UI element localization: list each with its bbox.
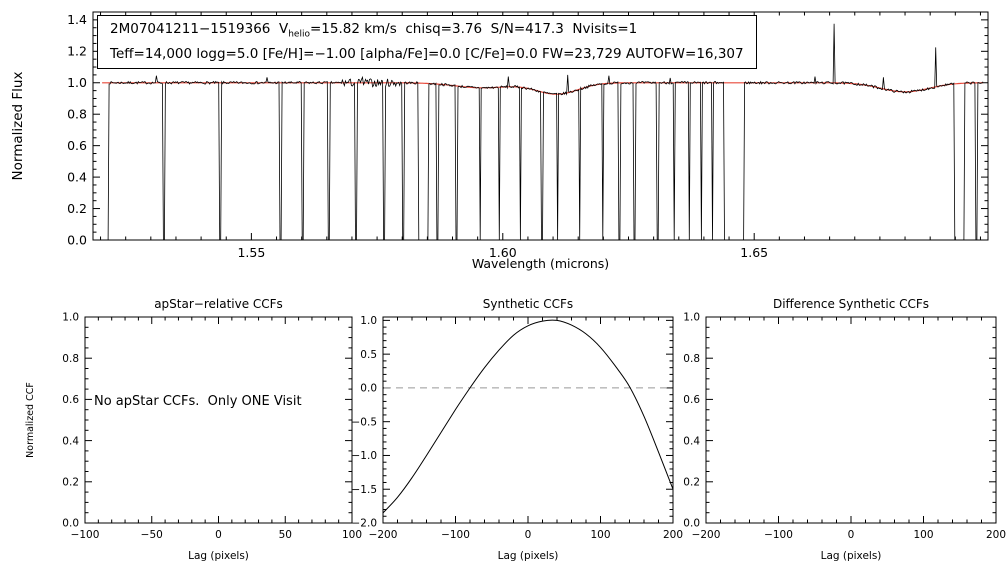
y-tick-label: 0.6 (683, 394, 700, 406)
y-axis-label: Normalized Flux (10, 72, 26, 181)
x-tick-label: 100 (913, 529, 933, 541)
spectrum-line (102, 23, 984, 241)
annotation-vhelio-sub: helio (288, 29, 310, 40)
annotation-fit-stats: =15.82 km/s chisq=3.76 S/N=417.3 Nvisits… (309, 21, 638, 37)
annotation-line-1: 2M07041211−1519366 Vhelio=15.82 km/s chi… (110, 20, 744, 45)
x-tick-label: 200 (663, 529, 683, 541)
x-tick-label: −100 (441, 529, 470, 541)
plot-frame (705, 316, 997, 524)
y-tick-label: 0.6 (67, 138, 87, 153)
x-tick-label: −200 (369, 529, 398, 541)
y-tick-label: 0.0 (683, 518, 700, 530)
x-tick-label: −100 (764, 529, 793, 541)
y-tick-label: 0.0 (67, 232, 87, 247)
y-tick-label: 0.4 (683, 435, 700, 447)
y-tick-label: 0.0 (360, 383, 377, 395)
y-tick-label: 0.4 (67, 169, 87, 184)
x-tick-label: 200 (986, 529, 1006, 541)
x-axis-label: Lag (pixels) (498, 550, 559, 562)
panel-title: Synthetic CCFs (483, 297, 573, 311)
x-axis-label: Lag (pixels) (821, 550, 882, 562)
y-tick-label: 0.2 (67, 201, 87, 216)
y-tick-label: 0.6 (62, 394, 79, 406)
y-tick-label: 0.8 (683, 353, 700, 365)
x-tick-label: 0 (848, 529, 855, 541)
panel-title: apStar−relative CCFs (154, 297, 283, 311)
spectrum-annotation-box: 2M07041211−1519366 Vhelio=15.82 km/s chi… (97, 15, 757, 69)
y-tick-label: 0.8 (67, 107, 87, 122)
x-tick-label: 1.65 (740, 245, 768, 260)
y-axis-label: Normalized CCF (25, 382, 36, 458)
y-tick-label: 0.4 (62, 435, 79, 447)
annotation-star-id: 2M07041211−1519366 V (110, 21, 289, 37)
y-tick-label: −2.0 (352, 518, 378, 530)
apstar-ccf-note: No apStar CCFs. Only ONE Visit (94, 394, 302, 409)
x-tick-label: 0 (525, 529, 532, 541)
x-tick-label: 1.55 (237, 245, 265, 260)
y-tick-label: 0.2 (62, 476, 79, 488)
x-tick-label: 1.60 (489, 245, 517, 260)
y-tick-label: −1.5 (352, 484, 378, 496)
x-tick-label: 50 (279, 529, 292, 541)
x-tick-label: −200 (692, 529, 721, 541)
x-tick-label: 100 (590, 529, 610, 541)
y-tick-label: 1.0 (360, 315, 377, 327)
y-tick-label: 0.2 (683, 476, 700, 488)
x-tick-label: 0 (215, 529, 222, 541)
y-tick-label: 1.2 (67, 44, 87, 59)
y-tick-label: 1.0 (683, 312, 700, 324)
plot-frame (92, 11, 989, 241)
y-tick-label: 1.4 (67, 12, 87, 27)
panel-title: Difference Synthetic CCFs (773, 297, 929, 311)
x-tick-label: −100 (71, 529, 100, 541)
y-tick-label: 0.8 (62, 353, 79, 365)
x-axis-label: Wavelength (microns) (472, 256, 609, 271)
y-tick-label: −0.5 (352, 416, 378, 428)
x-axis-label: Lag (pixels) (188, 550, 249, 562)
plot-frame (84, 316, 353, 524)
x-tick-label: −50 (141, 529, 163, 541)
ccf-curve (382, 319, 674, 514)
x-tick-label: 100 (342, 529, 362, 541)
annotation-line-2: Teff=14,000 logg=5.0 [Fe/H]=−1.00 [alpha… (110, 45, 744, 62)
y-tick-label: 0.5 (360, 349, 377, 361)
y-tick-label: 1.0 (67, 75, 87, 90)
plot-frame (382, 316, 674, 524)
y-tick-label: −1.0 (352, 450, 378, 462)
y-tick-label: 1.0 (62, 312, 79, 324)
model-line (102, 82, 983, 95)
y-tick-label: 0.0 (62, 518, 79, 530)
